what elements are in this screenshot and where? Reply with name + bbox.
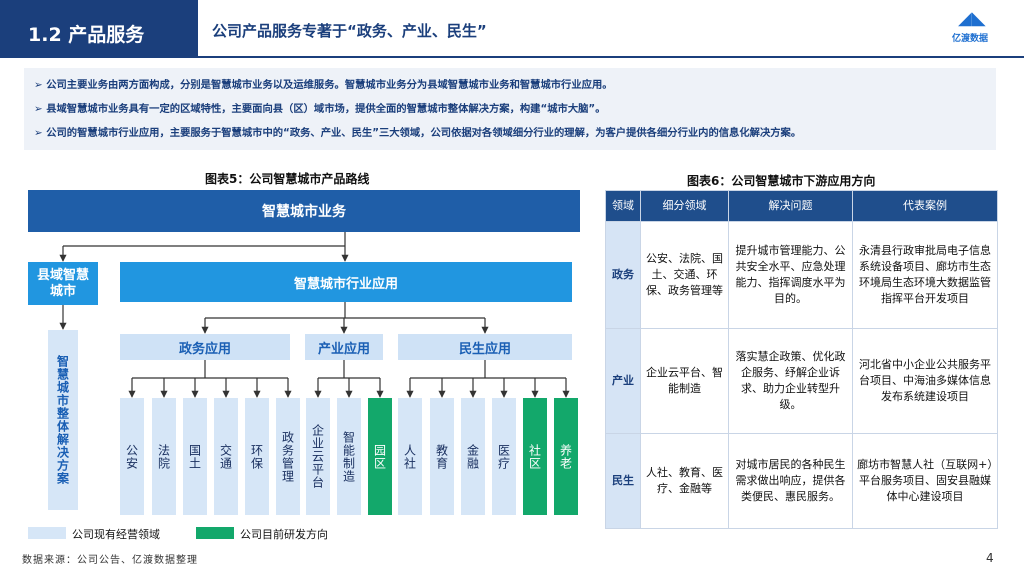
group-node: 民生应用 (398, 334, 572, 360)
cell: 企业云平台、智能制造 (640, 328, 729, 434)
table-row: 政务 公安、法院、国土、交通、环保、政务管理等 提升城市管理能力、公共安全水平、… (605, 221, 998, 329)
leaf-node: 社区 (523, 398, 547, 515)
leaf-node: 医疗 (492, 398, 516, 515)
leaf-node: 环保 (245, 398, 269, 515)
leaf-node: 教育 (430, 398, 454, 515)
cell: 河北省中小企业公共服务平台项目、中海油多媒体信息发布系统建设项目 (852, 328, 998, 434)
bullet: 公司主要业务由两方面构成，分别是智慧城市业务以及运维服务。智慧城市业务分为县域智… (34, 76, 986, 91)
county-node: 县域智慧城市 (28, 262, 98, 305)
industry-node: 智慧城市行业应用 (120, 262, 572, 302)
legend-swatch (28, 527, 66, 539)
logo-icon: ◢◣ (958, 8, 986, 29)
bullet-box: 公司主要业务由两方面构成，分别是智慧城市业务以及运维服务。智慧城市业务分为县域智… (24, 68, 996, 150)
header-cell: 领域 (605, 190, 641, 222)
table-header: 领域 细分领域 解决问题 代表案例 (605, 190, 998, 222)
area-cell: 产业 (605, 328, 641, 434)
legend-swatch (196, 527, 234, 539)
leaf-node: 智能制造 (337, 398, 361, 515)
area-cell: 政务 (605, 221, 641, 329)
top-node: 智慧城市业务 (28, 190, 580, 232)
header-cell: 细分领域 (640, 190, 729, 222)
logo-text: 亿渡数据 (952, 34, 989, 44)
figure-title: 图表6：公司智慧城市下游应用方向 (687, 174, 876, 188)
cell: 廊坊市智慧人社（互联网+）平台服务项目、固安县融媒体中心建设项目 (852, 433, 998, 529)
area-cell: 民生 (605, 433, 641, 529)
leaf-node: 法院 (152, 398, 176, 515)
leaf-node: 企业云平台 (306, 398, 330, 515)
group-node: 产业应用 (305, 334, 383, 360)
header-cell: 代表案例 (852, 190, 998, 222)
table-row: 民生 人社、教育、医疗、金融等 对城市居民的各种民生需求做出响应，提供各类便民、… (605, 433, 998, 529)
cell: 永清县行政审批局电子信息系统设备项目、廊坊市生态环境局生态环境大数据监管指挥平台… (852, 221, 998, 329)
leaf-node: 金融 (461, 398, 485, 515)
section-label: 1.2 产品服务 (0, 0, 198, 58)
table-row: 产业 企业云平台、智能制造 落实慧企政策、优化政企服务、纾解企业诉求、助力企业转… (605, 328, 998, 434)
leaf-connectors (128, 360, 570, 398)
leaf-node: 园区 (368, 398, 392, 515)
bullet: 县域智慧城市业务具有一定的区域特性，主要面向县（区）域市场，提供全面的智慧城市整… (34, 100, 986, 115)
leaf-node: 人社 (398, 398, 422, 515)
county-solution-node: 智慧城市整体解决方案 (48, 330, 78, 510)
header-rule (198, 56, 1024, 58)
source-note: 数据来源：公司公告、亿渡数据整理 (22, 555, 198, 566)
cell: 对城市居民的各种民生需求做出响应，提供各类便民、惠民服务。 (728, 433, 853, 529)
leaf-node: 国土 (183, 398, 207, 515)
cell: 提升城市管理能力、公共安全水平、应急处理能力、指挥调度水平为目的。 (728, 221, 853, 329)
cell: 人社、教育、医疗、金融等 (640, 433, 729, 529)
bullet: 公司的智慧城市行业应用，主要服务于智慧城市中的“政务、产业、民生”三大领域，公司… (34, 124, 986, 139)
cell: 落实慧企政策、优化政企服务、纾解企业诉求、助力企业转型升级。 (728, 328, 853, 434)
header-cell: 解决问题 (728, 190, 853, 222)
leaf-node: 养老 (554, 398, 578, 515)
application-table: 领域 细分领域 解决问题 代表案例 政务 公安、法院、国土、交通、环保、政务管理… (605, 190, 998, 529)
group-node: 政务应用 (120, 334, 290, 360)
slide-title: 公司产品服务专著于“政务、产业、民生” (212, 22, 487, 40)
legend-label: 公司现有经营领域 (72, 528, 160, 541)
cell: 公安、法院、国土、交通、环保、政务管理等 (640, 221, 729, 329)
legend-label: 公司目前研发方向 (240, 528, 328, 541)
leaf-node: 公安 (120, 398, 144, 515)
page-number: 4 (986, 551, 994, 565)
leaf-node: 政务管理 (276, 398, 300, 515)
figure-title: 图表5：公司智慧城市产品路线 (205, 172, 370, 186)
leaf-node: 交通 (214, 398, 238, 515)
